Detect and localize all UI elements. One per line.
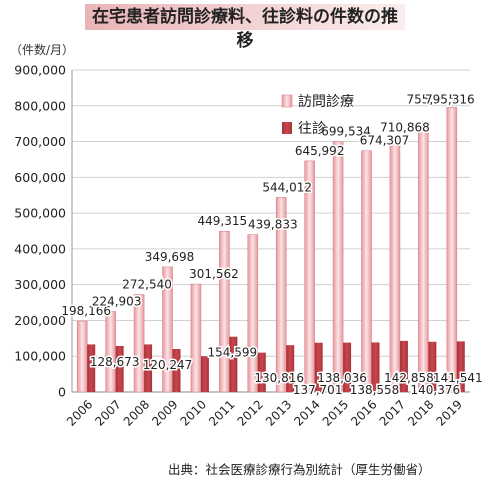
x-tick-label: 2006 [64,397,95,428]
data-label-house-call: 142,858 [384,371,434,385]
x-tick-label: 2012 [234,397,265,428]
bar-house-call [456,341,465,392]
bar-house-call [115,345,124,392]
data-label-visit: 272,540 [122,277,172,291]
bar-visit [304,160,315,393]
bar-house-call [257,352,266,392]
data-label-house-call: 138,036 [317,371,367,385]
x-tick-label: 2018 [405,397,436,428]
data-label-visit: 198,166 [61,304,111,318]
data-label-house-call: 120,247 [143,358,193,372]
data-label-house-call: 137,701 [293,383,343,397]
data-label-house-call: 138,558 [350,383,400,397]
bar-house-call [428,341,437,392]
data-label-visit: 439,833 [248,218,298,232]
bar-house-call [343,342,352,392]
bar-visit [275,197,287,393]
x-tick-label: 2016 [348,397,379,428]
bar-visit [133,294,145,393]
bar-visit [332,141,344,393]
y-tick-label: 100,000 [14,349,66,364]
bar-visit [190,283,202,393]
x-tick-label: 2008 [121,397,152,428]
y-tick-label: 700,000 [14,134,66,149]
x-tick-label: 2011 [206,397,237,428]
x-tick-label: 2014 [291,397,322,428]
bar-visit [162,266,173,393]
bar-visit [105,311,116,393]
bar-house-call [286,345,295,392]
data-label-visit: 645,992 [295,144,345,158]
y-tick-label: 0 [58,385,66,400]
chart-title: 在宅患者訪問診療料、往診料の件数の推移 [92,7,398,51]
y-tick-label: 500,000 [14,206,66,221]
legend-swatch-house-call [282,122,292,134]
x-tick-label: 2010 [178,397,209,428]
bar-visit [361,150,372,393]
bar-visit [446,107,458,393]
y-tick-label: 400,000 [14,241,66,256]
x-tick-label: 2009 [149,397,180,428]
data-label-visit: 224,903 [92,295,142,309]
legend-label-house-call: 往診 [298,121,326,137]
x-tick-label: 2019 [433,397,464,428]
x-tick-label: 2007 [92,397,123,428]
bar-house-call [87,344,96,392]
data-label-visit: 544,012 [262,180,312,194]
bar-house-call [371,342,380,392]
data-label-house-call: 140,376 [411,383,461,397]
x-tick-label: 2017 [377,397,408,428]
data-label-house-call: 128,673 [90,355,140,369]
bar-house-call [144,344,153,392]
y-tick-label: 600,000 [14,170,66,185]
y-tick-label: 200,000 [14,313,66,328]
bar-house-call [200,356,209,392]
data-label-visit: 674,307 [360,134,410,148]
bar-house-call [229,336,238,392]
data-label-visit: 449,315 [198,214,248,228]
y-tick-label: 300,000 [14,277,66,292]
data-label-house-call: 130,816 [254,371,304,385]
bar-visit [219,230,230,393]
y-unit-label: （件数/月） [10,43,75,57]
bar-house-call [399,340,408,392]
data-label-visit: 710,868 [380,121,430,135]
data-label-house-call: 154,599 [208,346,258,360]
legend-swatch-visit [281,94,293,108]
bar-visit [418,121,429,393]
x-tick-label: 2015 [320,397,351,428]
y-tick-label: 800,000 [14,98,66,113]
data-label-visit: 755,415 [407,93,457,107]
data-label-visit: 301,562 [189,267,239,281]
bar-house-call [314,342,323,392]
data-label-visit: 349,698 [145,250,195,264]
bar-visit [76,320,88,393]
bar-visit [247,234,259,393]
y-tick-label: 900,000 [14,63,66,78]
bar-visit [389,137,401,393]
bar-house-call [172,348,181,392]
data-label-house-call: 141,541 [433,371,483,385]
x-tick-label: 2013 [263,397,294,428]
data-label-visit: 795,316 [425,92,475,106]
data-label-visit: 699,534 [321,125,371,139]
title-banner [85,4,405,30]
source-note: 出典：社会医療診療行為別統計（厚生労働省） [168,462,431,477]
legend-label-visit: 訪問診療 [298,93,354,110]
